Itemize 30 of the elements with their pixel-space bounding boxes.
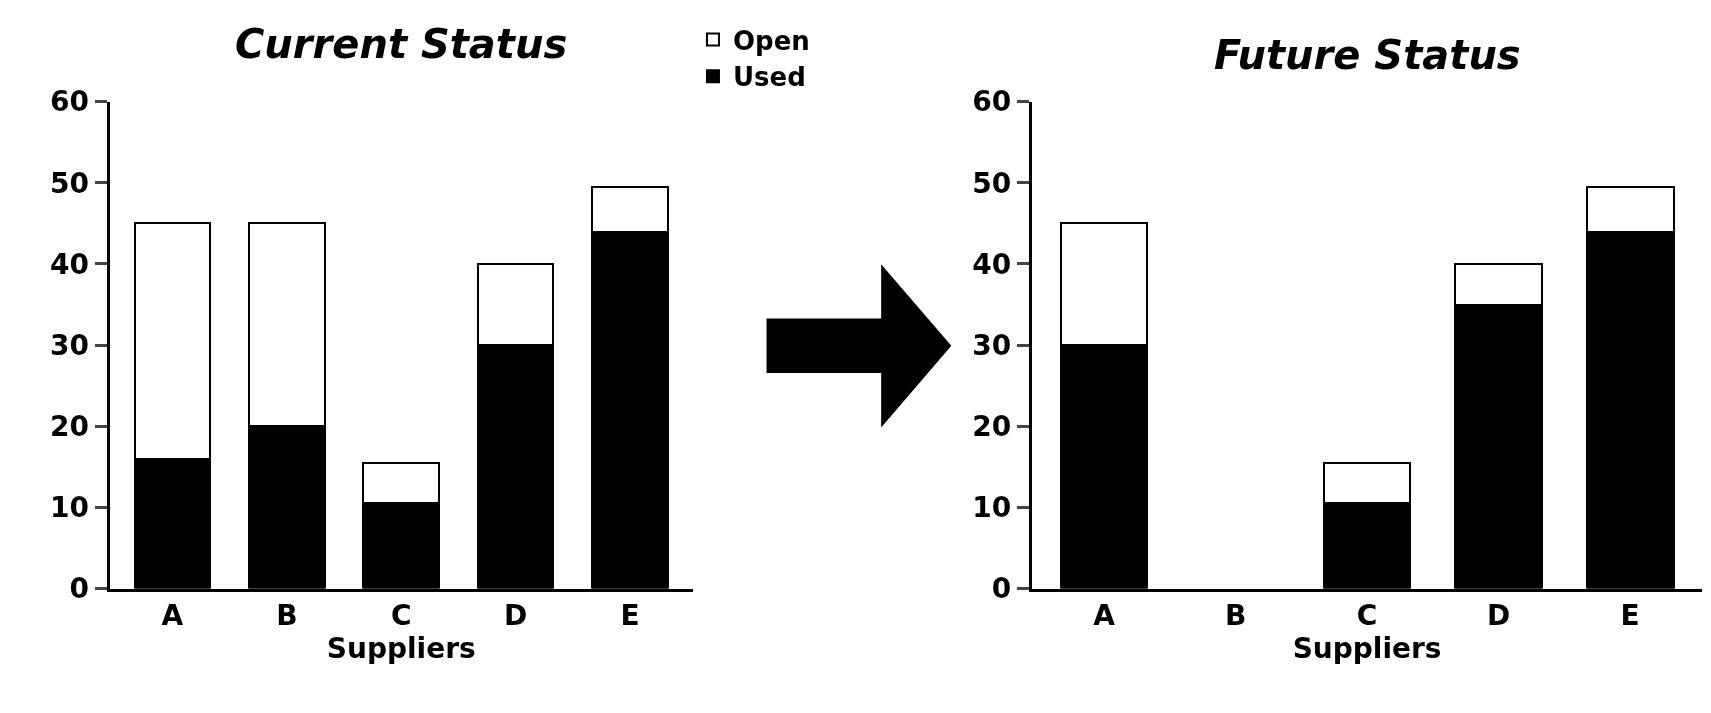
x-tick-label: C bbox=[1356, 599, 1378, 633]
y-tick-label: 30 bbox=[49, 328, 89, 362]
y-tick-label: 60 bbox=[49, 85, 89, 119]
x-axis-title: Suppliers bbox=[1292, 632, 1442, 666]
y-tick-label: 40 bbox=[972, 247, 1012, 281]
chart-title: Current Status bbox=[235, 21, 568, 67]
x-tick-label: D bbox=[504, 599, 528, 633]
y-tick-label: 40 bbox=[49, 247, 89, 281]
y-tick-label: 50 bbox=[972, 166, 1012, 200]
y-tick-label: 30 bbox=[972, 328, 1012, 362]
y-tick-label: 0 bbox=[69, 572, 89, 606]
x-tick-label: A bbox=[161, 599, 184, 633]
y-tick-label: 20 bbox=[49, 410, 89, 444]
y-tick-label: 0 bbox=[991, 572, 1012, 606]
x-tick-label: B bbox=[276, 599, 298, 633]
x-tick-label: E bbox=[620, 599, 640, 633]
x-axis-title: Suppliers bbox=[326, 632, 476, 666]
legend-label: Used bbox=[732, 62, 806, 93]
legend-label: Open bbox=[732, 25, 810, 56]
y-tick-label: 60 bbox=[972, 85, 1012, 119]
y-tick-label: 10 bbox=[49, 491, 89, 525]
chart-title: Future Status bbox=[1214, 32, 1521, 78]
x-tick-label: B bbox=[1224, 599, 1247, 633]
y-tick-label: 10 bbox=[972, 491, 1012, 525]
y-tick-label: 50 bbox=[49, 166, 89, 200]
x-tick-label: E bbox=[1620, 599, 1640, 633]
y-tick-label: 20 bbox=[972, 410, 1012, 444]
x-tick-label: A bbox=[1093, 599, 1116, 633]
x-tick-label: C bbox=[390, 599, 412, 633]
x-tick-label: D bbox=[1486, 599, 1511, 633]
